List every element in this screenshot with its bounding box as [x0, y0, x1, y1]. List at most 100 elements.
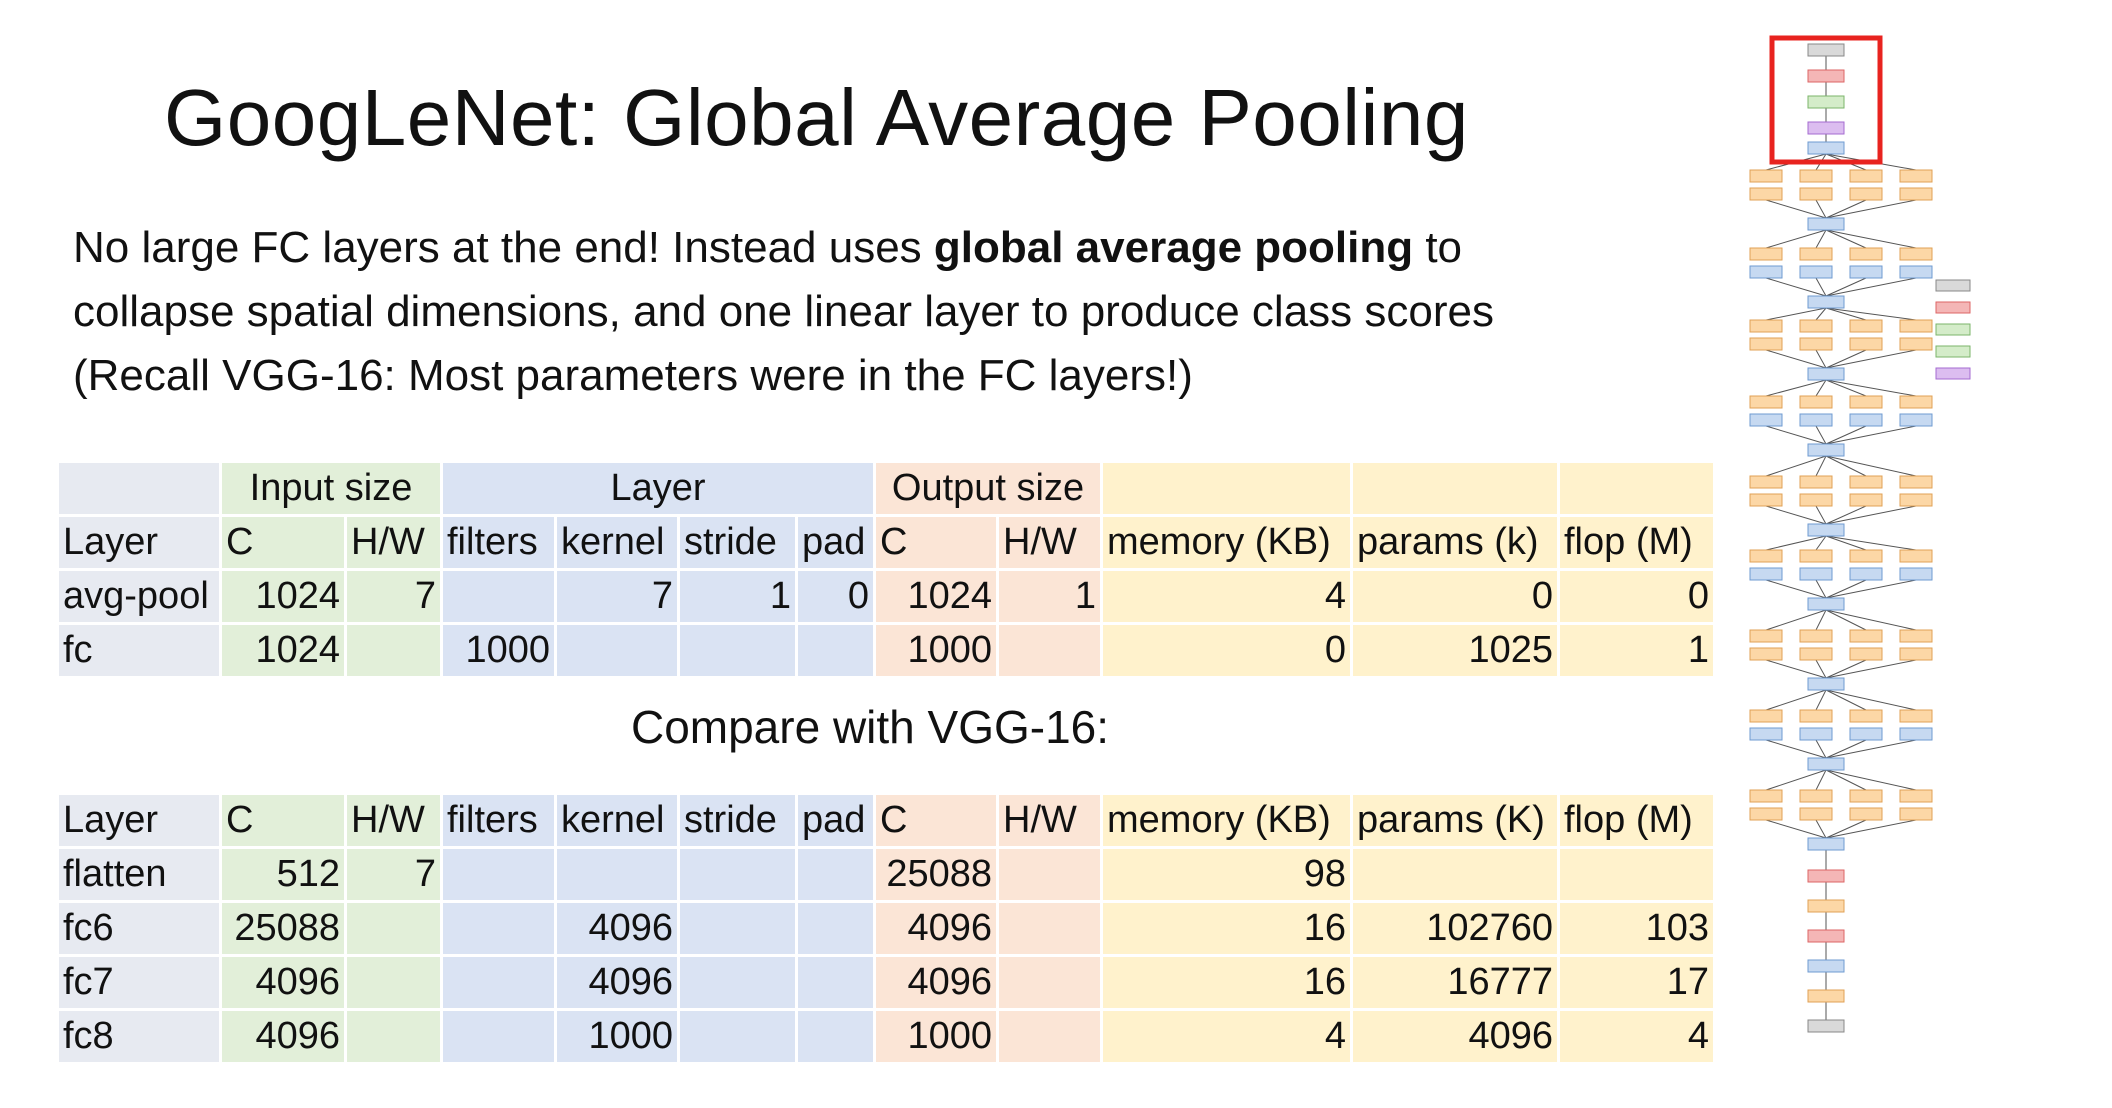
table-cell — [795, 900, 876, 957]
diagram-edge — [1825, 425, 1917, 445]
diagram-node — [1899, 475, 1933, 489]
diagram-node — [1749, 265, 1783, 279]
diagram-node — [1799, 395, 1833, 409]
diagram-node — [1749, 337, 1783, 351]
diagram-node — [1849, 647, 1883, 661]
diagram-node — [1849, 709, 1883, 723]
diagram-edge — [1825, 425, 1867, 445]
diagram-node — [1749, 187, 1783, 201]
table-header-cell: params (K) — [1350, 792, 1560, 849]
table-cell — [344, 954, 443, 1011]
table-header-cell: H/W — [996, 514, 1103, 571]
diagram-edge — [1765, 739, 1827, 759]
diagram-node — [1749, 647, 1783, 661]
table-header-cell: H/W — [344, 514, 443, 571]
diagram-node — [1749, 169, 1783, 183]
table-cell — [996, 954, 1103, 1011]
diagram-node — [1899, 709, 1933, 723]
table-cell: 4 — [1100, 568, 1353, 625]
diagram-node — [1749, 567, 1783, 581]
bullet-line-2: collapse spatial dimensions, and one lin… — [73, 287, 1494, 336]
diagram-concat — [1807, 295, 1845, 309]
vgg16-table: Layer C H/W filters kernel stride pad C … — [56, 792, 1716, 1065]
table-cell: 102760 — [1350, 900, 1560, 957]
diagram-edge — [1765, 229, 1827, 249]
diagram-edge — [1815, 609, 1827, 631]
diagram-edge — [1825, 199, 1917, 219]
table-cell — [344, 622, 443, 679]
diagram-edge — [1765, 379, 1827, 397]
table-cell — [677, 954, 798, 1011]
diagram-node — [1935, 301, 1971, 314]
diagram-edge — [1825, 307, 1867, 321]
diagram-edge — [1825, 349, 1867, 369]
bullet-line-1-post: to — [1413, 223, 1463, 272]
table-row: flatten 512 7 25088 98 — [56, 846, 1716, 903]
table-cell: 98 — [1100, 846, 1353, 903]
table-cell — [440, 846, 557, 903]
diagram-node — [1799, 727, 1833, 741]
table-cell: flatten — [56, 846, 222, 903]
diagram-node — [1799, 337, 1833, 351]
table-cell — [344, 900, 443, 957]
diagram-edge — [1825, 505, 1867, 525]
diagram-node — [1807, 869, 1845, 883]
diagram-node — [1935, 279, 1971, 292]
compare-label: Compare with VGG-16: — [630, 701, 1110, 753]
diagram-concat — [1807, 443, 1845, 457]
diagram-node — [1799, 709, 1833, 723]
table-group-blank — [1350, 460, 1560, 517]
diagram-edge — [1825, 739, 1867, 759]
diagram-edge — [1825, 659, 1917, 679]
diagram-node — [1807, 95, 1845, 109]
diagram-node — [1899, 549, 1933, 563]
table-cell — [1557, 846, 1716, 903]
googlenet-table: Input size Layer Output size Layer C H/W… — [56, 460, 1716, 679]
diagram-node — [1849, 247, 1883, 261]
diagram-node — [1899, 187, 1933, 201]
diagram-edge — [1815, 535, 1827, 551]
diagram-node — [1899, 169, 1933, 183]
diagram-node — [1799, 265, 1833, 279]
diagram-concat — [1807, 523, 1845, 537]
table-header-cell: flop (M) — [1557, 514, 1716, 571]
table-cell: 1024 — [873, 568, 999, 625]
table-header-cell: pad — [795, 792, 876, 849]
table-cell: 1024 — [219, 622, 347, 679]
diagram-node — [1849, 493, 1883, 507]
diagram-node — [1749, 807, 1783, 821]
table-cell: 4096 — [554, 954, 680, 1011]
table-cell — [996, 1008, 1103, 1065]
diagram-node — [1899, 395, 1933, 409]
diagram-node — [1799, 319, 1833, 333]
diagram-edge — [1765, 505, 1827, 525]
diagram-edge — [1815, 229, 1827, 249]
diagram-edge — [1825, 739, 1917, 759]
table-cell — [440, 900, 557, 957]
table-header-cell: pad — [795, 514, 876, 571]
diagram-node — [1749, 413, 1783, 427]
table-cell: 7 — [344, 568, 443, 625]
diagram-edge — [1815, 769, 1827, 791]
diagram-node — [1807, 141, 1845, 155]
table-group-row: Input size Layer Output size — [56, 460, 1716, 517]
table-cell: 4 — [1557, 1008, 1716, 1065]
table-group-output-size: Output size — [873, 460, 1103, 517]
diagram-edge — [1825, 455, 1917, 477]
diagram-node — [1749, 629, 1783, 643]
diagram-edge — [1825, 579, 1867, 599]
diagram-node — [1749, 247, 1783, 261]
table-header-cell: flop (M) — [1557, 792, 1716, 849]
table-row: fc8 4096 1000 1000 4 4096 4 — [56, 1008, 1716, 1065]
table-cell: 1 — [1557, 622, 1716, 679]
diagram-node — [1749, 789, 1783, 803]
diagram-edge — [1825, 689, 1917, 711]
table-header-cell: kernel — [554, 792, 680, 849]
diagram-concat — [1807, 757, 1845, 771]
table-cell: 0 — [1100, 622, 1353, 679]
diagram-node — [1849, 789, 1883, 803]
diagram-node — [1935, 367, 1971, 380]
diagram-node — [1799, 187, 1833, 201]
table-cell: 4096 — [1350, 1008, 1560, 1065]
diagram-edge — [1825, 229, 1917, 249]
